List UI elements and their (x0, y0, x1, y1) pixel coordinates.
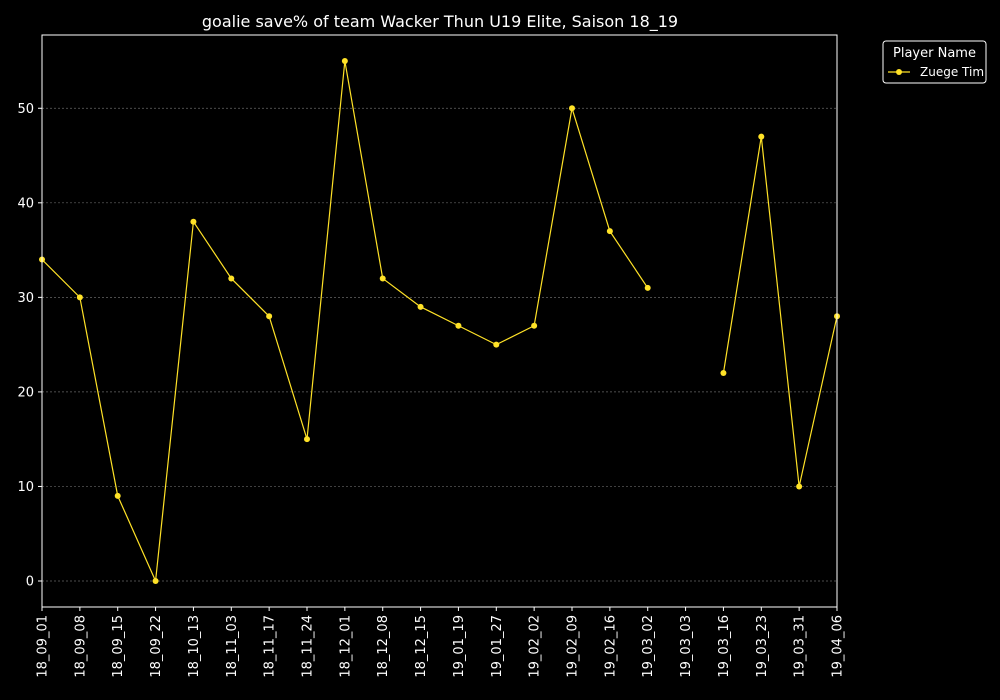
x-tick-label: 19_02_02 (528, 615, 543, 678)
data-point (304, 436, 310, 443)
x-tick-label: 18_12_01 (338, 615, 353, 678)
x-tick-label: 18_09_22 (149, 615, 164, 678)
legend-title: Player Name (893, 46, 976, 61)
legend: Player Name Zuege Tim (882, 40, 987, 84)
data-point (606, 228, 613, 235)
x-tick-label: 18_09_08 (73, 615, 88, 678)
x-tick-label: 19_03_02 (641, 615, 656, 678)
x-tick-label: 18_09_15 (111, 615, 126, 678)
data-point (531, 322, 538, 329)
y-tick-label: 20 (17, 385, 34, 400)
y-tick-label: 0 (26, 575, 34, 590)
y-tick-label: 10 (17, 480, 34, 495)
data-point (341, 58, 348, 64)
legend-entry-zuege-tim: Zuege Tim (920, 65, 984, 79)
x-tick-label: 19_03_03 (679, 615, 694, 678)
data-point (114, 492, 121, 499)
data-point (417, 303, 424, 310)
x-tick-label: 19_01_19 (452, 615, 467, 678)
data-point (152, 578, 159, 584)
x-tick-label: 19_03_16 (717, 615, 732, 678)
data-point (266, 313, 273, 320)
data-point (720, 370, 727, 376)
series-line (41, 60, 649, 584)
data-point (190, 218, 197, 225)
x-tick-label: 19_03_23 (755, 615, 770, 678)
x-tick-label: 18_12_08 (376, 615, 391, 678)
grid-lines (42, 107, 837, 582)
axis-ticks: 0 10 20 30 40 50 18_09_01 18_09_08 18_09_15 18_09… (17, 102, 845, 678)
series-line (722, 136, 838, 487)
data-point (379, 275, 386, 282)
data-point (455, 322, 462, 329)
x-tick-label: 18_10_13 (187, 615, 202, 678)
y-tick-label: 40 (17, 196, 34, 211)
plot-frame (41, 34, 838, 608)
data-point (796, 483, 803, 490)
data-point (493, 341, 500, 348)
x-tick-label: 18_11_17 (263, 615, 278, 678)
x-tick-label: 19_02_09 (566, 615, 581, 678)
data-point (228, 275, 235, 282)
y-tick-label: 30 (17, 291, 34, 306)
x-tick-label: 18_12_15 (414, 615, 429, 678)
legend-marker-swatch (896, 69, 902, 75)
x-tick-label: 19_03_31 (793, 615, 808, 678)
series-layer (39, 58, 840, 584)
x-tick-label: 18_11_24 (301, 615, 316, 678)
x-tick-label: 19_02_16 (603, 615, 618, 678)
x-tick-label: 18_11_03 (225, 615, 240, 678)
x-tick-label: 18_09_01 (36, 615, 51, 678)
x-tick-label: 19_04_06 (831, 615, 846, 678)
data-point (758, 133, 765, 140)
x-tick-label: 19_01_27 (490, 615, 505, 678)
chart-title: goalie save% of team Wacker Thun U19 Eli… (202, 12, 678, 32)
data-point (644, 284, 651, 291)
data-point (569, 105, 575, 112)
data-point (76, 294, 83, 301)
y-tick-label: 50 (17, 102, 34, 117)
